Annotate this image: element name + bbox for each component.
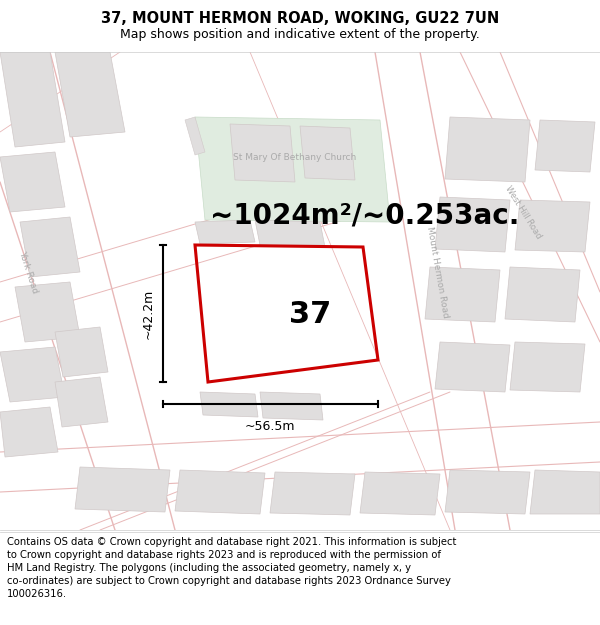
Polygon shape [505, 267, 580, 322]
Polygon shape [195, 117, 390, 222]
Polygon shape [55, 327, 108, 377]
Text: 37: 37 [289, 301, 331, 329]
Text: York Road: York Road [17, 249, 39, 294]
Text: West Hill Road: West Hill Road [503, 184, 543, 240]
Polygon shape [175, 470, 265, 514]
Polygon shape [55, 52, 125, 137]
Polygon shape [530, 470, 600, 514]
Polygon shape [0, 52, 65, 147]
Polygon shape [445, 470, 530, 514]
Polygon shape [195, 220, 255, 244]
Polygon shape [300, 126, 355, 180]
Text: St Mary Of Bethany Church: St Mary Of Bethany Church [233, 152, 356, 161]
Text: Contains OS data © Crown copyright and database right 2021. This information is : Contains OS data © Crown copyright and d… [7, 537, 457, 599]
Text: ~42.2m: ~42.2m [142, 289, 155, 339]
Polygon shape [20, 217, 80, 277]
Polygon shape [435, 342, 510, 392]
Text: ~56.5m: ~56.5m [245, 420, 295, 433]
Polygon shape [0, 347, 65, 402]
Polygon shape [185, 117, 205, 155]
Polygon shape [445, 117, 530, 182]
Polygon shape [510, 342, 585, 392]
Polygon shape [270, 472, 355, 515]
Polygon shape [260, 392, 323, 420]
Text: 37, MOUNT HERMON ROAD, WOKING, GU22 7UN: 37, MOUNT HERMON ROAD, WOKING, GU22 7UN [101, 11, 499, 26]
Polygon shape [0, 152, 65, 212]
Polygon shape [75, 467, 170, 512]
Polygon shape [55, 377, 108, 427]
Polygon shape [0, 407, 58, 457]
Polygon shape [15, 282, 80, 342]
Polygon shape [230, 124, 295, 182]
Text: Mount Hermon Road: Mount Hermon Road [425, 226, 451, 319]
Text: Map shows position and indicative extent of the property.: Map shows position and indicative extent… [120, 28, 480, 41]
Polygon shape [200, 392, 258, 417]
Polygon shape [425, 267, 500, 322]
Polygon shape [535, 120, 595, 172]
Polygon shape [435, 197, 510, 252]
Polygon shape [515, 200, 590, 252]
Polygon shape [255, 220, 325, 247]
Polygon shape [360, 472, 440, 515]
Text: ~1024m²/~0.253ac.: ~1024m²/~0.253ac. [210, 201, 520, 229]
